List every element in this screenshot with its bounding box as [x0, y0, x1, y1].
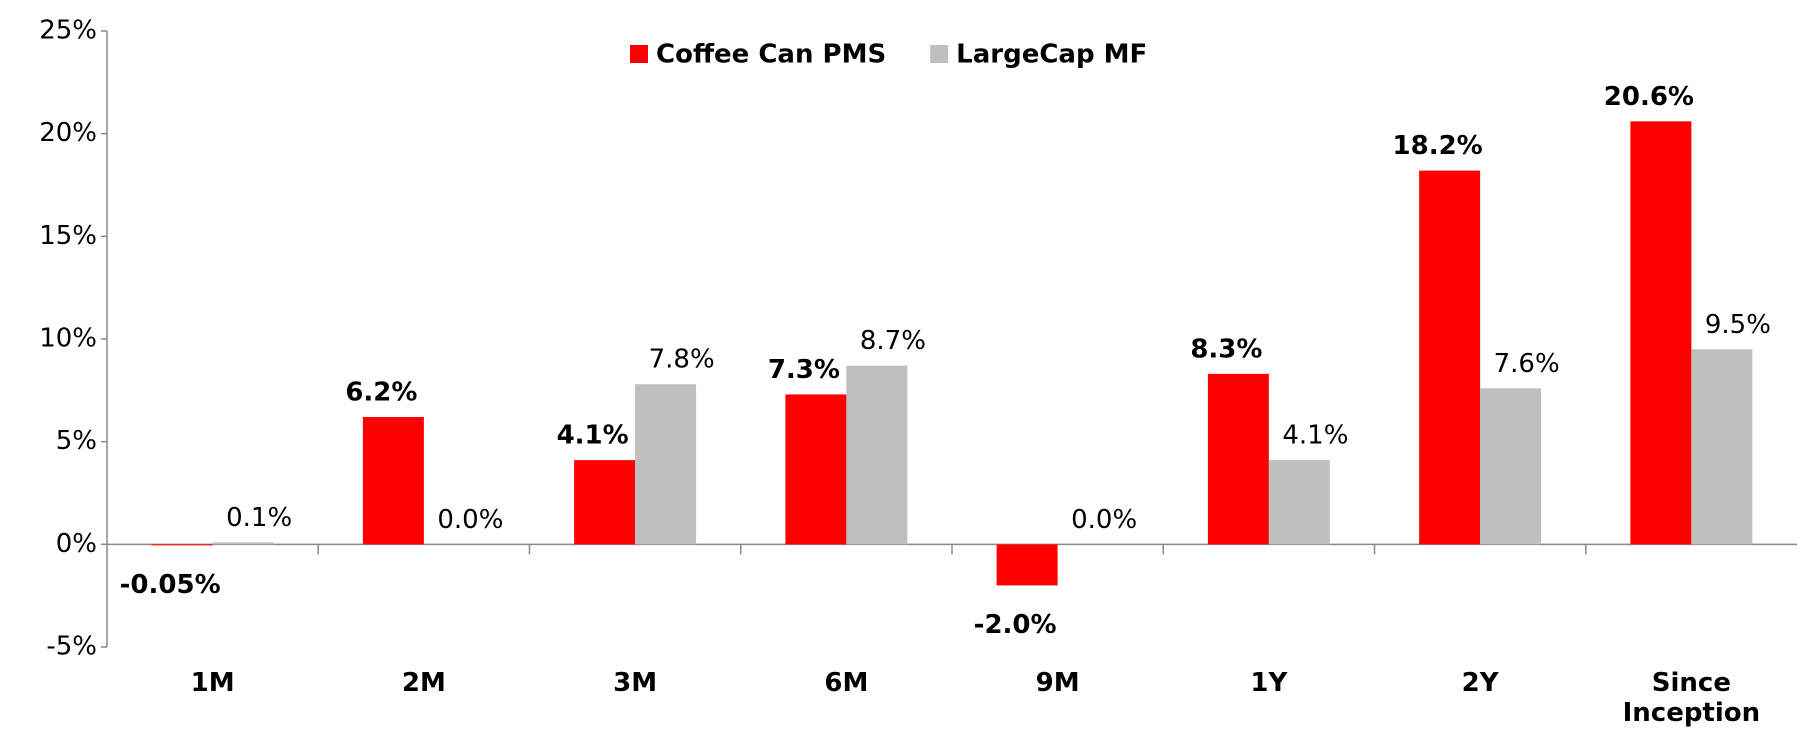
x-tick-label: 3M	[613, 668, 657, 698]
y-tick-label: 25%	[39, 16, 97, 46]
value-label: 0.0%	[1071, 505, 1137, 535]
value-label: 0.1%	[226, 503, 292, 533]
legend-swatch	[630, 45, 648, 63]
bar	[1207, 373, 1269, 545]
value-label: 0.0%	[437, 505, 503, 535]
value-label: -2.0%	[974, 610, 1057, 640]
x-tick-label: Since Inception	[1623, 668, 1761, 728]
y-tick-label: 5%	[56, 426, 97, 456]
bar	[1268, 460, 1330, 545]
x-tick-label: 1Y	[1250, 668, 1288, 698]
bar	[785, 394, 847, 545]
value-label: 4.1%	[557, 421, 629, 451]
y-tick-label: -5%	[46, 632, 97, 662]
x-tick-label: 1M	[191, 668, 235, 698]
x-tick-label: 9M	[1036, 668, 1080, 698]
bar	[635, 384, 697, 545]
x-tick-label: 2Y	[1462, 668, 1500, 698]
x-tick-label: 2M	[402, 668, 446, 698]
bar	[1480, 388, 1542, 545]
bar	[151, 544, 213, 546]
value-label: 8.7%	[860, 326, 926, 356]
y-tick-label: 0%	[56, 529, 97, 559]
value-label: 7.8%	[649, 345, 715, 375]
legend-label: LargeCap MF	[956, 40, 1147, 70]
y-tick-label: 20%	[39, 118, 97, 148]
value-label: 8.3%	[1190, 334, 1262, 364]
value-label: 7.3%	[768, 355, 840, 385]
y-tick-label: 10%	[39, 324, 97, 354]
value-label: 6.2%	[345, 378, 417, 408]
bar	[1630, 121, 1692, 545]
legend-label: Coffee Can PMS	[656, 40, 886, 70]
bar	[212, 542, 274, 545]
value-label: 18.2%	[1393, 131, 1483, 161]
bar	[996, 544, 1058, 586]
bar	[846, 365, 908, 545]
value-label: 7.6%	[1494, 349, 1560, 379]
legend-swatch	[930, 45, 949, 63]
value-label: -0.05%	[120, 570, 221, 600]
value-label: 4.1%	[1282, 421, 1348, 451]
value-label: 20.6%	[1604, 82, 1694, 112]
bar	[574, 460, 636, 545]
bar	[362, 417, 424, 545]
x-tick-label: 6M	[824, 668, 868, 698]
value-label: 9.5%	[1705, 310, 1771, 340]
bar	[1691, 349, 1753, 545]
bar	[1419, 170, 1481, 545]
y-tick-label: 15%	[39, 221, 97, 251]
